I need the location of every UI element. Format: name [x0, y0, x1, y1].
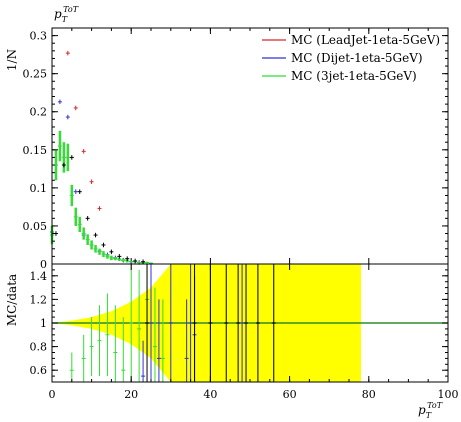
xtick-label: 100 [438, 388, 459, 401]
legend-label: MC (LeadJet-1eta-5GeV) [291, 33, 440, 47]
main-corner-label: pTToT [54, 5, 79, 24]
ratio-plot: 0.6 0.8 1 1.2 1.4 0 20 40 60 80 100 [30, 263, 459, 401]
axis-labels: pTToT pTToT 1/N MC/data [5, 5, 443, 420]
ratio-ytick-label: 1 [40, 317, 47, 330]
ratio-ytick-label: 1.4 [30, 270, 48, 283]
main-ytick-label: 0.25 [23, 68, 48, 81]
main-ytick-label: 0.1 [30, 182, 48, 195]
ratio-ytick-label: 0.6 [30, 364, 48, 377]
ratio-y-axis-label: MC/data [5, 274, 19, 326]
x-axis-label: pTToT [418, 401, 443, 420]
xtick-label: 80 [362, 388, 376, 401]
legend-label: MC (3jet-1eta-5GeV) [291, 69, 417, 83]
ratio-ytick-label: 1.2 [30, 293, 48, 306]
main-ytick-label: 0.15 [23, 144, 48, 157]
xtick-label: 60 [283, 388, 297, 401]
legend-label: MC (Dijet-1eta-5GeV) [291, 51, 423, 65]
ratio-ytick-label: 0.8 [30, 341, 48, 354]
main-y-axis-label: 1/N [5, 49, 19, 71]
xtick-label: 20 [124, 388, 138, 401]
main-ytick-label: 0.3 [30, 30, 48, 43]
xtick-label: 0 [49, 388, 56, 401]
main-ytick-label: 0.2 [30, 106, 48, 119]
main-ytick-label: 0 [40, 258, 47, 271]
legend: MC (LeadJet-1eta-5GeV) MC (Dijet-1eta-5Ge… [262, 33, 440, 83]
xtick-label: 40 [203, 388, 217, 401]
main-ytick-label: 0.05 [23, 220, 48, 233]
